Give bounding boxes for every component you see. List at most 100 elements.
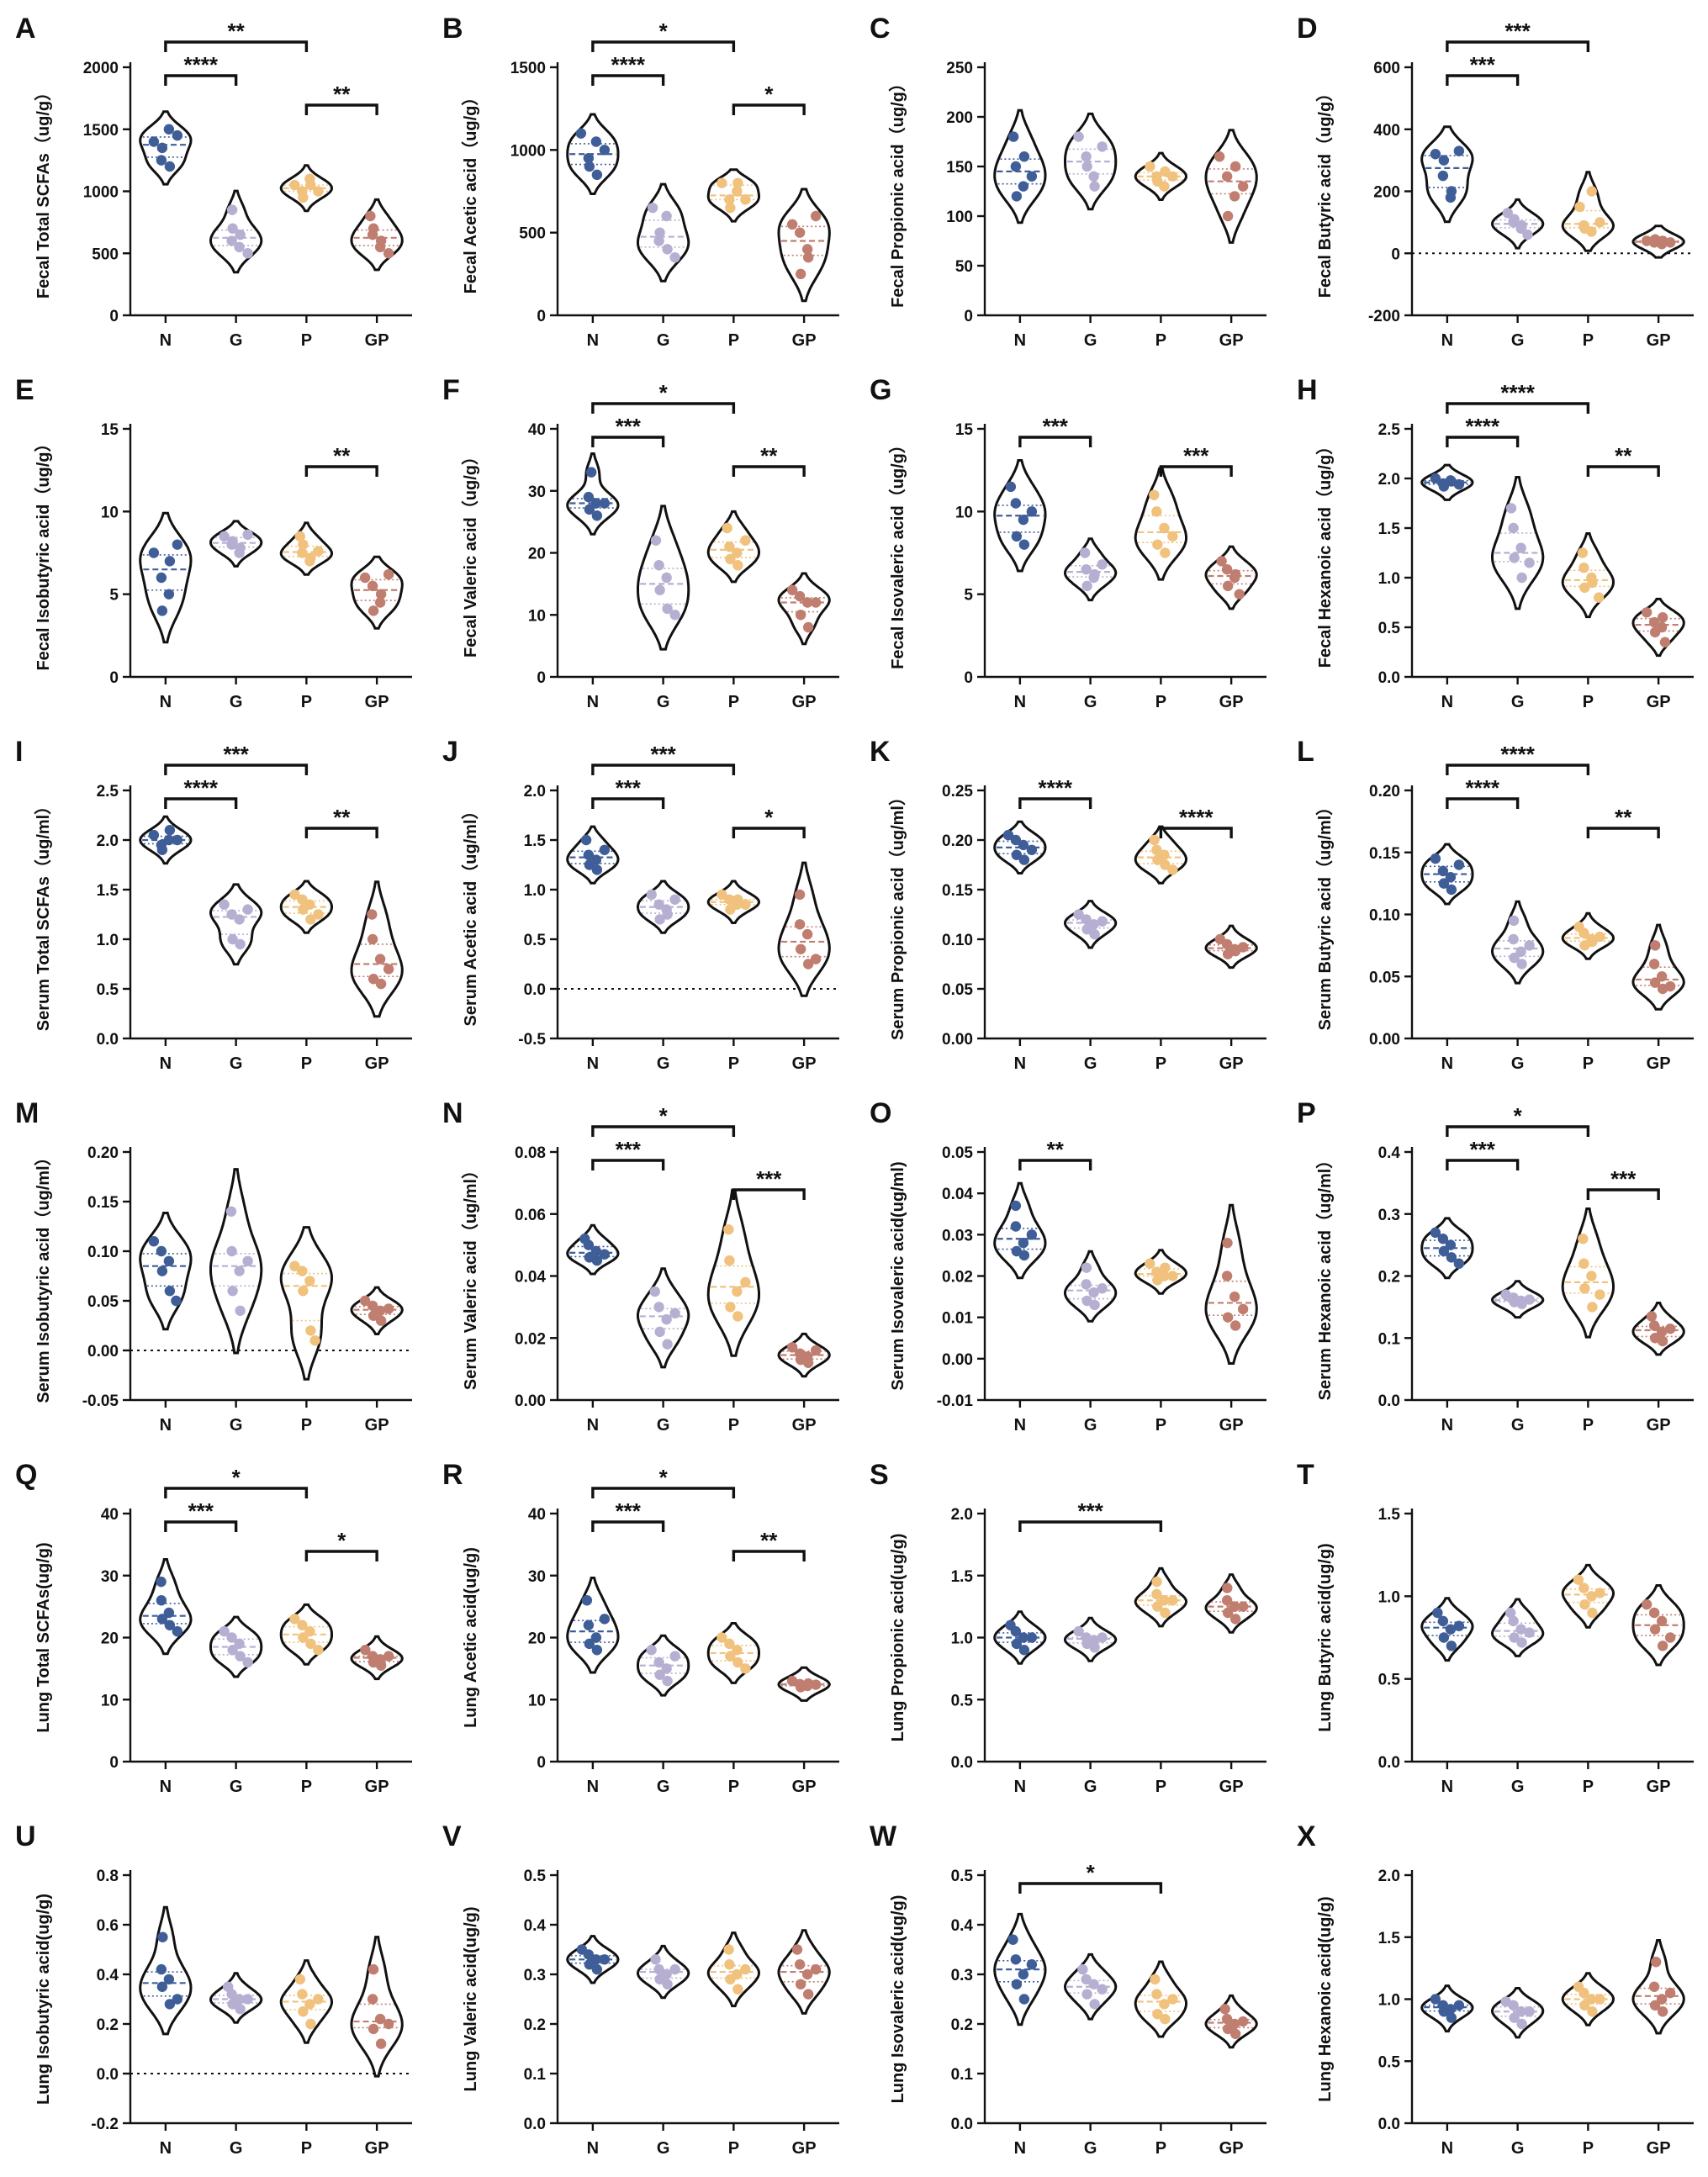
data-point: [367, 580, 378, 592]
significance-bracket: [304, 827, 378, 838]
data-point: [1010, 1221, 1022, 1232]
violin-p: [279, 1226, 334, 1381]
data-point: [591, 510, 603, 521]
significance-label: ***: [616, 1137, 642, 1162]
y-tick-label: 0.6: [97, 1917, 119, 1935]
data-point: [1509, 2012, 1520, 2023]
data-point: [1159, 1595, 1170, 1606]
y-tick-label: 1000: [510, 142, 546, 160]
violin-gp: [350, 1936, 404, 2078]
y-tick-label: 200: [1373, 184, 1400, 202]
x-tick-label: N: [587, 331, 599, 350]
x-tick-label: N: [160, 2139, 172, 2158]
y-tick-label: -0.01: [937, 1392, 974, 1410]
data-point: [1430, 473, 1441, 484]
data-point: [313, 546, 324, 557]
data-point: [1578, 927, 1589, 938]
x-tick-label: GP: [792, 1054, 817, 1073]
y-tick-label: 1.5: [97, 882, 119, 900]
x-tick-label: GP: [365, 2139, 389, 2158]
data-point: [156, 1981, 168, 1992]
data-point: [298, 539, 309, 550]
y-axis-label: Serum Isobutyric acid（ug/ml）: [34, 1149, 53, 1403]
data-point: [1167, 531, 1178, 542]
x-tick-label: P: [301, 331, 312, 350]
data-point: [1018, 1994, 1030, 2005]
violin-gp: [777, 188, 831, 303]
data-point: [1089, 1642, 1100, 1653]
data-point: [1229, 568, 1241, 580]
data-point: [1167, 1271, 1178, 1281]
data-point: [242, 1994, 253, 2005]
data-point: [1586, 1994, 1597, 2005]
data-point: [1151, 844, 1162, 855]
data-point: [1594, 931, 1605, 943]
violin-g: [1491, 900, 1545, 985]
data-point: [801, 244, 813, 255]
data-point: [1453, 145, 1465, 156]
y-tick-label: 5: [964, 587, 973, 605]
data-point: [724, 1255, 735, 1266]
significance-label: ****: [184, 52, 219, 77]
data-point: [367, 1300, 378, 1312]
data-point: [163, 1255, 175, 1267]
x-tick-label: GP: [792, 2139, 817, 2158]
x-tick-label: P: [1583, 331, 1594, 350]
data-point: [1221, 1271, 1233, 1281]
data-point: [1152, 1601, 1163, 1612]
data-point: [583, 152, 595, 164]
data-point: [305, 914, 316, 925]
data-point: [164, 1999, 176, 2010]
y-tick-label: 0.2: [97, 2016, 119, 2034]
data-point: [1446, 1252, 1457, 1263]
y-tick-label: 2.0: [951, 1506, 973, 1524]
data-point: [810, 954, 822, 964]
panel-p: P Serum Hexanoic acid（ug/ml） 0.0 0.1 0.2 0.3 0…: [1297, 1097, 1694, 1435]
data-point: [1649, 1624, 1661, 1635]
panel-c: C Fecal Propionic acid（ug/g） 0 50 100 150 200 2…: [870, 13, 1266, 350]
data-point: [289, 889, 300, 901]
significance-label: ***: [616, 1498, 642, 1524]
panel-d: D Fecal Butyric acid（ug/g） -200 0 200 400 600 N…: [1297, 13, 1694, 350]
data-point: [383, 2018, 394, 2030]
data-point: [1097, 1632, 1108, 1643]
data-point: [740, 1276, 751, 1288]
data-point: [725, 904, 736, 915]
data-point: [810, 1679, 822, 1690]
significance-bracket: [164, 40, 309, 52]
y-tick-label: 0.5: [1378, 620, 1401, 637]
data-point: [1586, 186, 1597, 197]
data-point: [794, 590, 806, 602]
y-tick-label: 1.0: [524, 882, 546, 900]
data-point: [1089, 181, 1100, 192]
data-point: [801, 597, 813, 608]
data-point: [646, 1645, 657, 1656]
x-tick-label: N: [1441, 2139, 1453, 2158]
data-point: [1508, 2000, 1519, 2011]
data-point: [368, 974, 379, 985]
data-point: [1007, 131, 1019, 142]
violin-p: [279, 521, 333, 576]
data-point: [1002, 829, 1014, 841]
data-point: [1152, 854, 1163, 865]
data-point: [732, 1311, 743, 1322]
data-point: [1504, 1607, 1516, 1619]
y-tick-label: 10: [101, 504, 119, 521]
data-point: [226, 235, 237, 246]
data-point: [164, 1620, 176, 1630]
y-axis-label: Serum Butyric acid（ug/ml）: [1315, 799, 1335, 1031]
significance-bracket: [1446, 74, 1520, 86]
data-point: [725, 553, 736, 565]
data-point: [599, 1614, 611, 1625]
x-tick-label: N: [1441, 1054, 1453, 1073]
panel-s: S Lung Propionic acid(ug/g) 0.0 0.5 1.0 1.5 2.…: [870, 1459, 1266, 1796]
data-point: [1167, 1595, 1178, 1606]
data-point: [298, 2006, 309, 2017]
data-point: [802, 1357, 814, 1368]
y-tick-label: 0.1: [524, 2066, 547, 2084]
data-point: [375, 2038, 387, 2049]
data-point: [1438, 2006, 1450, 2017]
